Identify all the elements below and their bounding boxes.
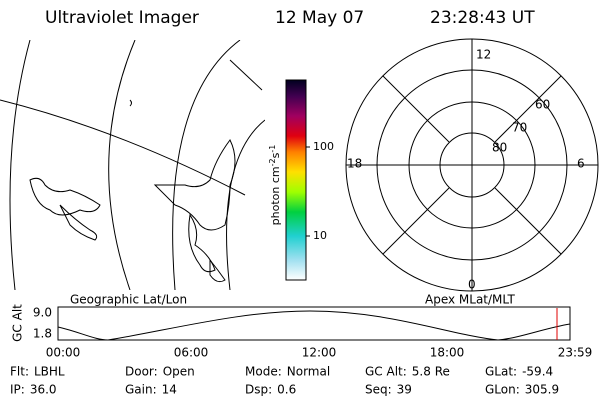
colorbar-label: photon cm-2s-1 [268, 145, 283, 226]
timeline-xtick: 23:59 [558, 346, 593, 360]
timeline-ylabel: GC Alt [11, 304, 25, 342]
info-label: Dsp: [245, 383, 272, 397]
info-value: 36.0 [30, 383, 57, 397]
info-value: Normal [287, 365, 330, 379]
colorbar-tick-label: 10 [313, 229, 327, 242]
polar-label: Apex MLat/MLT [425, 293, 515, 307]
info-value: LBHL [34, 365, 65, 379]
info-panel: Flt: LBHL Door: Open Mode: Normal GC Alt: 5.8 R… [10, 365, 559, 397]
info-label: Door: [125, 365, 158, 379]
info-label: Mode: [245, 365, 282, 379]
info-label: Flt: [10, 365, 29, 379]
timeline-ytick: 1.8 [33, 327, 52, 341]
time: 23:28:43 UT [430, 8, 535, 28]
timeline-xtick: 00:00 [46, 346, 81, 360]
info-label: Gain: [125, 383, 157, 397]
info-value: 5.8 Re [412, 365, 450, 379]
mlt-label: 6 [577, 157, 585, 171]
mlat-label: 70 [512, 121, 527, 135]
info-value: -59.4 [522, 365, 553, 379]
info-label: GLat: [485, 365, 517, 379]
info-label: Seq: [365, 383, 392, 397]
timeline-xtick: 12:00 [302, 346, 337, 360]
info-label: IP: [10, 383, 25, 397]
info-value: Open [163, 365, 195, 379]
colorbar-tick-label: 100 [313, 140, 334, 153]
info-label: GLon: [485, 383, 520, 397]
colorbar [285, 79, 307, 281]
timeline-ytick: 9.0 [33, 306, 52, 320]
map [0, 40, 265, 290]
timeline-xtick: 18:00 [430, 346, 465, 360]
mlt-label: 12 [476, 48, 491, 62]
mlat-label: 80 [492, 141, 507, 155]
timeline-xticks: 00:00 06:00 12:00 18:00 23:59 [46, 346, 593, 360]
mlt-label: 0 [468, 278, 476, 292]
timeline-xtick: 06:00 [174, 346, 209, 360]
mlat-label: 60 [535, 98, 550, 112]
title: Ultraviolet Imager [45, 8, 199, 28]
date: 12 May 07 [275, 8, 364, 28]
map-label: Geographic Lat/Lon [70, 293, 187, 307]
info-label: GC Alt: [365, 365, 407, 379]
info-value: 0.6 [277, 383, 296, 397]
polar-grid [345, 38, 599, 292]
info-value: 39 [397, 383, 412, 397]
altitude-curve [57, 310, 571, 341]
info-value: 14 [162, 383, 177, 397]
mlt-label: 18 [347, 157, 362, 171]
timeline-frame [57, 306, 571, 341]
info-value: 305.9 [525, 383, 559, 397]
